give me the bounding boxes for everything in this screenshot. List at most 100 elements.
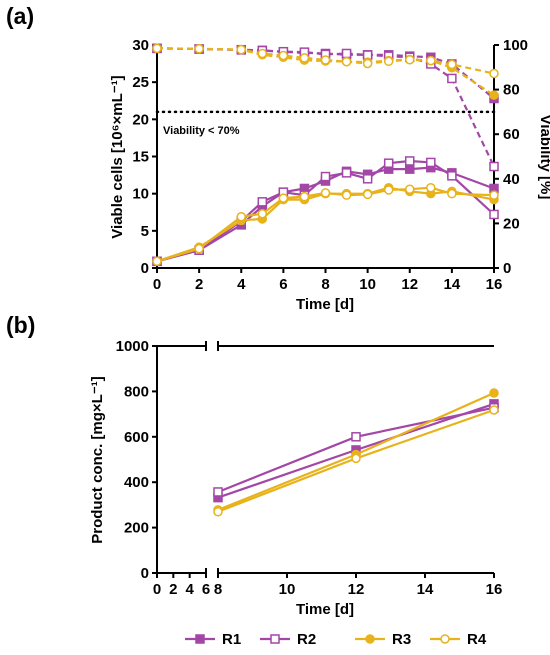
chart-a-x-tick-label: 2	[195, 276, 203, 293]
series-r4-viable-cells-point	[278, 193, 289, 203]
chart-a-y2-tick-label: 60	[503, 126, 520, 143]
chart-a-x-tick-label: 0	[153, 276, 161, 293]
series-r4-viability-point	[236, 44, 246, 55]
series-r4-viable-cells-point	[362, 189, 373, 200]
series-r2-viability-point	[341, 48, 352, 59]
series-r2-viable-cells-point	[362, 174, 373, 184]
series-r4-viable-cells-line	[156, 186, 495, 263]
series-r4-viability-point	[426, 55, 436, 66]
chart-b-y-tick-label: 800	[124, 383, 149, 400]
chart-a-y-tick-label: 25	[132, 74, 149, 91]
series-r4-viability-point	[152, 43, 162, 54]
chart-b-x-tick-label: 6	[202, 581, 210, 598]
series-r4-viable-cells-point	[447, 188, 457, 199]
chart-b-ylabel: Product conc. [mg×L⁻¹]	[89, 376, 106, 544]
series-r2-viable-cells-point	[405, 156, 415, 166]
series-r4-viability-point	[362, 58, 373, 69]
series-r2-product-point	[213, 487, 223, 497]
chart-b-y-tick-label: 200	[124, 520, 149, 537]
series-r2-viability-line	[156, 47, 495, 167]
series-r4-viable-cells-point	[405, 184, 415, 194]
chart-b-x-tick-label: 2	[169, 581, 177, 598]
chart-b-y-tick-label: 600	[124, 429, 149, 446]
series-r4-viable-cells-point	[426, 182, 436, 193]
chart-a-x-tick-label: 14	[444, 276, 461, 293]
chart-b-y-tick-label: 0	[141, 565, 149, 582]
chart-a-y-tick-label: 15	[132, 149, 149, 166]
chart-b-x-tick-label: 14	[417, 581, 434, 598]
chart-b-y-tick-label: 400	[124, 474, 149, 491]
series-r4-viable-cells-point	[257, 208, 268, 219]
chart-b-y-tick-label: 1000	[116, 338, 149, 355]
chart-b-x-tick-label: 8	[214, 581, 222, 598]
series-r2-product-point	[351, 432, 361, 442]
chart-a-x-tick-label: 8	[321, 276, 329, 293]
series-r2-viable-cells-point	[383, 158, 394, 168]
series-r4-product-point	[213, 506, 223, 517]
series-r2-viable-cells-point	[341, 168, 352, 178]
series-r4-viability-point	[299, 53, 310, 63]
series-r4-viable-cells-point	[152, 256, 162, 267]
series-r3-product-point	[489, 388, 499, 398]
panel-b-label: (b)	[6, 312, 35, 338]
series-r4-viability-point	[341, 56, 352, 67]
series-r4-viability-point	[447, 59, 457, 70]
chart-a-x-tick-label: 4	[237, 276, 246, 293]
chart-b-x-tick-label: 4	[185, 581, 194, 598]
series-r2-viable-cells-point	[489, 209, 499, 220]
chart-a-x-tick-label: 12	[401, 276, 418, 293]
chart-a-y2-tick-label: 20	[503, 215, 520, 232]
series-r2-viability-point	[489, 161, 499, 172]
series-r3-viability-point	[489, 90, 499, 100]
series-r2-viable-cells-point	[320, 171, 331, 182]
series-r3-viable-cells-line	[156, 186, 495, 263]
series-r4-viability-point	[320, 55, 331, 65]
chart-a-x-tick-label: 10	[359, 276, 376, 293]
legend-item-r2-marker	[270, 634, 280, 644]
legend-label-r3: R3	[392, 631, 411, 648]
legend	[185, 634, 460, 644]
chart-a-ylabel: Viable cells [10⁶×mL⁻¹]	[109, 75, 126, 238]
chart-a-x-tick-label: 16	[486, 276, 503, 293]
series-r4-viability-point	[405, 54, 415, 65]
series-r4-viable-cells-point	[341, 190, 352, 200]
chart-a-x-tick-label: 6	[279, 276, 287, 293]
chart-a-y2-tick-label: 80	[503, 82, 520, 99]
series-r4-product-point	[351, 453, 361, 464]
series-r4-viable-cells-point	[299, 191, 310, 202]
chart-a-y-tick-label: 30	[132, 37, 149, 54]
series-r4-viable-cells-point	[383, 185, 394, 195]
chart-b-x-tick-label: 10	[279, 581, 296, 598]
chart-a-y2-tick-label: 40	[503, 171, 520, 188]
series-r4-viability-point	[489, 68, 499, 79]
chart-a-xlabel: Time [d]	[296, 296, 354, 313]
chart-b-x-tick-label: 0	[153, 581, 161, 598]
series-r4-product-point	[489, 405, 499, 415]
legend-item-r3-marker	[365, 634, 375, 644]
chart-b-xlabel: Time [d]	[296, 601, 354, 618]
chart-b-x-tick-label: 16	[486, 581, 503, 598]
series-r2-viability-point	[447, 73, 457, 84]
series-r4-viability-point	[257, 48, 268, 59]
legend-label-r4: R4	[467, 631, 487, 648]
panel-a-label: (a)	[6, 3, 34, 29]
series-r4-viable-cells-point	[236, 211, 246, 222]
series-r4-viable-cells-point	[194, 243, 204, 254]
chart-a-y2-tick-label: 0	[503, 260, 511, 277]
series-r4-viable-cells-point	[320, 188, 331, 198]
chart-a-y-tick-label: 0	[141, 260, 149, 277]
chart-a-y-tick-label: 5	[141, 223, 149, 240]
threshold-label: Viability < 70%	[163, 125, 240, 137]
series-r4-viability-point	[278, 50, 289, 61]
series-r2-viable-cells-point	[257, 197, 268, 207]
series-r1-viable-cells-point	[405, 164, 415, 174]
series-r4-viable-cells-point	[489, 190, 499, 200]
chart-a-y-tick-label: 20	[132, 111, 149, 128]
series-r2-viable-cells-point	[426, 157, 436, 168]
chart-a-y-tick-label: 10	[132, 186, 149, 203]
series-r4-viability-point	[194, 44, 204, 54]
chart-a-y2label: Viability [%]	[537, 115, 550, 200]
